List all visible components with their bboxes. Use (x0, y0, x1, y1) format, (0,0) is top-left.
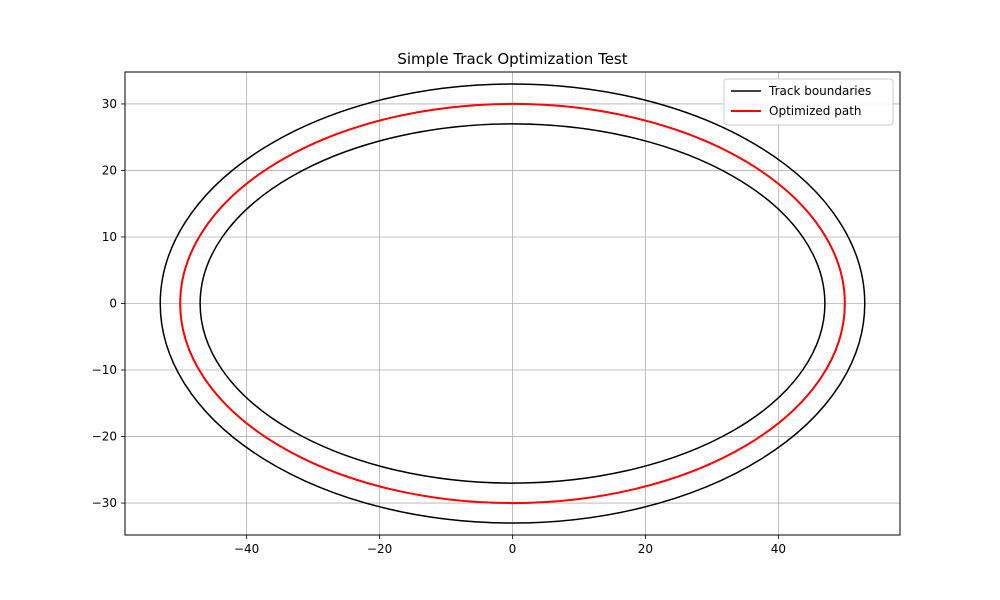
x-axis: −40 −20 0 20 40 (234, 535, 786, 556)
y-axis: −30 −20 −10 0 10 20 30 (92, 97, 125, 510)
chart-title: Simple Track Optimization Test (397, 50, 627, 68)
y-tick-label: 0 (109, 297, 117, 311)
x-tick-label: −20 (367, 542, 392, 556)
x-tick-label: 0 (509, 542, 517, 556)
x-tick-label: −40 (234, 542, 259, 556)
legend-box (723, 78, 894, 126)
x-tick-label: 20 (638, 542, 653, 556)
legend-label-optimized-path: Optimized path (769, 104, 862, 118)
y-tick-label: −10 (92, 363, 117, 377)
optimized-path-curve-0 (179, 102, 846, 505)
x-tick-label: 40 (771, 542, 786, 556)
grid (125, 72, 900, 535)
legend-label-track-boundaries: Track boundaries (768, 84, 871, 98)
y-tick-label: 30 (102, 97, 117, 111)
legend: Track boundaries Optimized path (723, 78, 894, 126)
y-tick-label: −30 (92, 496, 117, 510)
y-tick-label: 20 (102, 163, 117, 177)
track-boundaries-curve-1 (199, 123, 826, 484)
y-tick-label: 10 (102, 230, 117, 244)
plot-area (159, 83, 866, 524)
y-tick-label: −20 (92, 430, 117, 444)
track-boundaries-curve-0 (159, 83, 866, 524)
